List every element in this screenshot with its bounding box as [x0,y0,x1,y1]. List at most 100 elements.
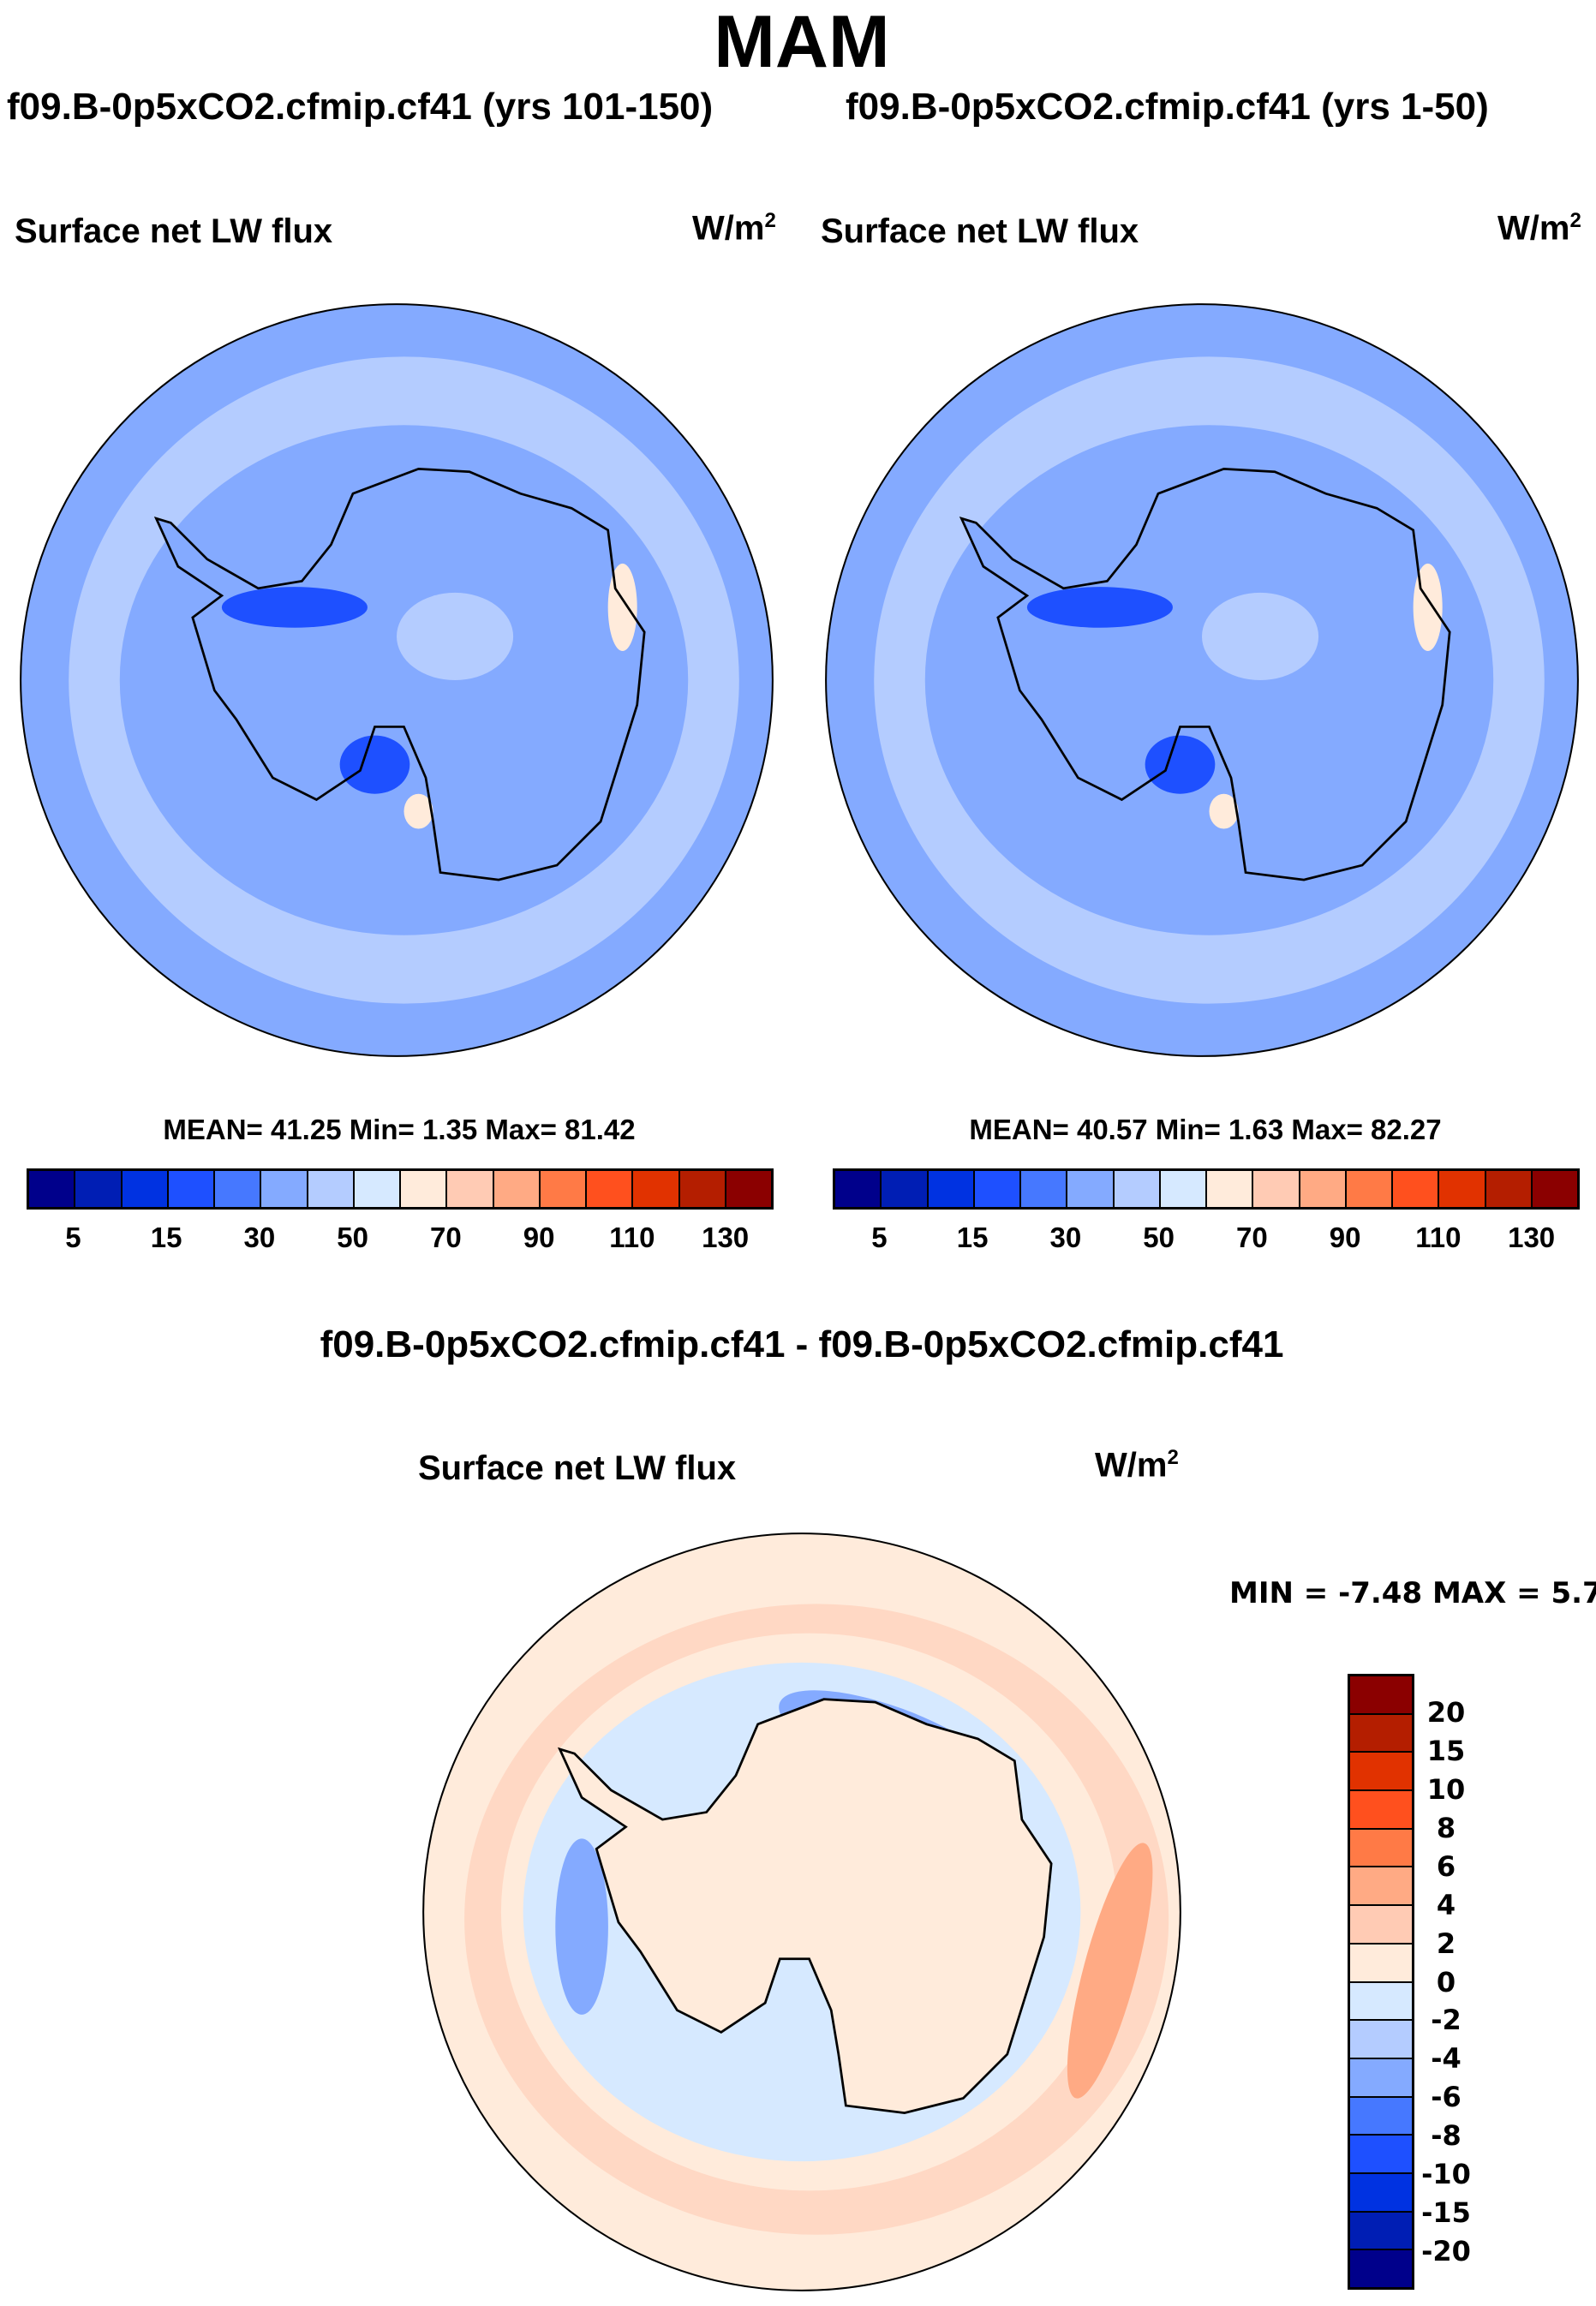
colorbar-tick-label: 20 [1426,1695,1466,1729]
colorbar-swatch [308,1171,355,1207]
colorbar-swatch [633,1171,680,1207]
colorbar-swatch [1350,2212,1412,2251]
contour-continent [156,469,645,881]
colorbar-tick-label: 5 [871,1222,888,1253]
colorbar-swatch [1532,1171,1577,1207]
contour-low [221,587,368,628]
colorbar-tick-label: 110 [1415,1222,1462,1253]
colorbar-swatch [974,1171,1021,1207]
colorbar-tick-label: 4 [1436,1888,1456,1921]
contour-low [1145,735,1216,794]
colorbar-swatch [1350,2250,1412,2287]
colorbar-swatch [1021,1171,1068,1207]
colorbar-tick-label: 30 [1049,1222,1082,1253]
panel1-stats: MEAN= 41.25 Min= 1.35 Max= 81.42 [163,1114,636,1145]
colorbar-swatch [1350,1676,1412,1715]
panel2-stats: MEAN= 40.57 Min= 1.63 Max= 82.27 [969,1114,1442,1145]
contour-continent [961,469,1450,881]
diff-stats: MIN = -7.48 MAX = 5.70 [1229,1576,1596,1610]
panel1-title: Surface net LW flux [15,212,333,250]
colorbar-swatch [1485,1171,1533,1207]
colorbar-swatch [122,1171,169,1207]
field [21,304,773,1056]
colorbar-tick-label: -2 [1431,2004,1462,2037]
colorbar-tick-label: 110 [609,1222,655,1253]
colorbar-tick-label: 8 [1436,1811,1456,1844]
colorbar-swatch [1350,1714,1412,1753]
colorbar-swatch [1350,2021,1412,2059]
units-text: W/m [1497,209,1570,248]
map-border [422,1532,1181,2291]
colorbar-swatch [1350,1829,1412,1868]
colorbar-tick-label: 2 [1436,1927,1456,1960]
contour-low [1026,587,1173,628]
figure-title: MAM [714,1,890,83]
colorbar-tick-label: 5 [65,1222,81,1253]
colorbar-swatch [29,1171,76,1207]
map-border [825,303,1579,1057]
units-text: W/m [1095,1446,1168,1485]
colorbar-swatch [1207,1171,1254,1207]
coastline [557,1698,1053,2115]
colorbar-tick-label: 15 [1426,1734,1466,1767]
colorbar-tick-label: 90 [523,1222,555,1253]
colorbar-swatch [1350,1906,1412,1945]
colorbar-swatch [928,1171,975,1207]
colorbar-swatch [1114,1171,1161,1207]
colorbar-swatch [1346,1171,1393,1207]
colorbar-swatch [1350,1944,1412,1983]
contour-patch [1202,592,1319,680]
diff-header: f09.B-0p5xCO2.cfmip.cf41 - f09.B-0p5xCO2… [320,1323,1284,1365]
colorbar-tick-label: -20 [1421,2235,1471,2268]
panel2-map [825,303,1579,1057]
colorbar-swatch [587,1171,634,1207]
map-border [20,303,774,1057]
diff-units: W/m2 [1095,1446,1179,1485]
contour-low [555,1838,608,2015]
colorbar-tick-label: 30 [243,1222,276,1253]
colorbar-swatch [493,1171,541,1207]
colorbar-swatch [1300,1171,1347,1207]
colorbar-tick-label: 50 [1143,1222,1175,1253]
colorbar-swatch [168,1171,215,1207]
colorbar-swatch [1350,1867,1412,1907]
diff-title: Surface net LW flux [418,1449,737,1487]
panel1-header: f09.B-0p5xCO2.cfmip.cf41 (yrs 101-150) [7,86,714,128]
units-sup: 2 [1167,1446,1179,1469]
contour-warm [1067,1843,1153,2099]
colorbar-tick-label: -10 [1421,2158,1471,2191]
diff-colorbar [1348,1674,1414,2290]
panel2-units: W/m2 [1497,209,1581,248]
colorbar-tick-label: -8 [1431,2119,1462,2153]
contour-continent [559,1699,1052,2113]
colorbar-swatch [1067,1171,1115,1207]
colorbar-tick-label: 70 [430,1222,462,1253]
units-text: W/m [692,209,765,248]
panel1-units: W/m2 [692,209,776,248]
colorbar-tick-label: 130 [1508,1222,1556,1253]
coastline [153,467,646,881]
diff-map [422,1532,1181,2291]
colorbar-swatch [1350,1791,1412,1830]
colorbar-swatch [679,1171,726,1207]
panel2-header: f09.B-0p5xCO2.cfmip.cf41 (yrs 1-50) [846,86,1489,128]
coastline [959,467,1451,881]
colorbar-swatch [726,1171,771,1207]
colorbar-tick-label: -6 [1431,2081,1462,2114]
colorbar-tick-label: 15 [956,1222,989,1253]
colorbar-swatch [835,1171,882,1207]
colorbar-swatch [1393,1171,1440,1207]
colorbar-swatch [401,1171,448,1207]
colorbar-swatch [1160,1171,1207,1207]
colorbar-tick-label: 130 [702,1222,750,1253]
colorbar-tick-label: -4 [1431,2042,1462,2076]
colorbar-tick-label: 10 [1426,1772,1466,1806]
colorbar-swatch [75,1171,123,1207]
colorbar-tick-label: 70 [1236,1222,1268,1253]
colorbar-swatch [1439,1171,1486,1207]
contour-patch [397,592,514,680]
panel2-colorbar [833,1168,1580,1210]
colorbar-swatch [1253,1171,1300,1207]
panel1-map [20,303,774,1057]
